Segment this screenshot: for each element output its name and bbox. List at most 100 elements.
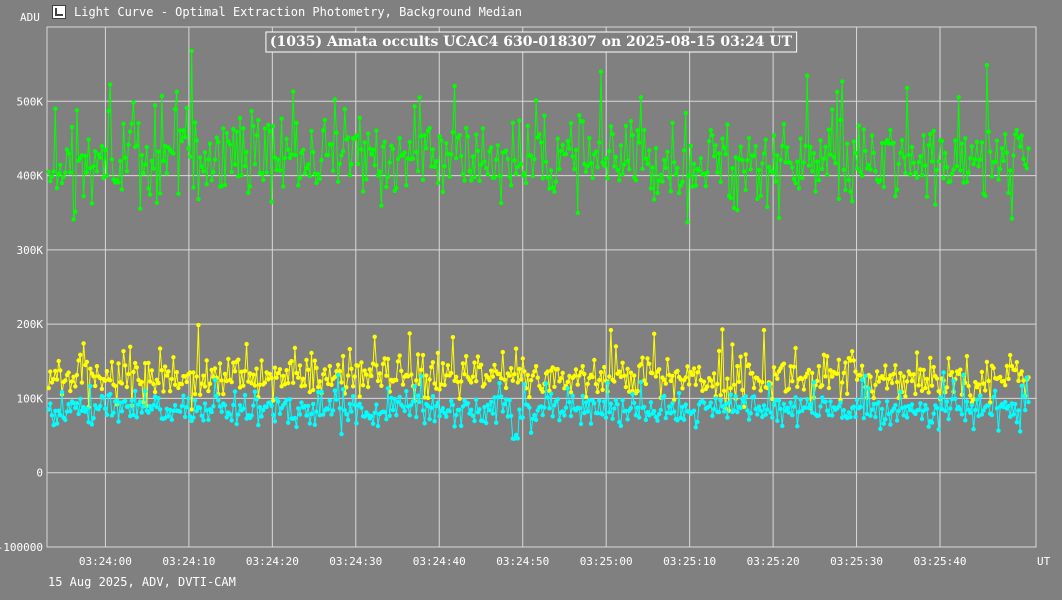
data-point [219,184,224,189]
data-point [647,361,652,366]
data-point [518,377,524,382]
data-point [237,115,243,121]
data-point [718,398,723,403]
data-point [645,161,650,166]
data-point [56,358,61,364]
data-point [469,407,474,412]
y-tick-label: 100K [17,392,44,405]
data-point [266,122,271,128]
data-point [420,177,426,182]
data-point [69,124,75,130]
data-point [741,404,747,409]
data-point [350,384,356,389]
data-point [306,367,311,372]
data-point [528,378,534,383]
data-point [781,401,787,407]
data-point [766,382,772,387]
data-point [211,404,216,409]
data-point [964,399,970,404]
data-point [252,161,258,167]
data-point [725,376,730,381]
data-point [944,165,950,170]
data-point [402,150,407,155]
data-point [840,380,845,385]
data-point [252,383,258,388]
data-point [681,417,687,422]
data-point [236,174,241,179]
data-point [89,201,95,206]
data-point [597,398,602,403]
data-point [1014,420,1019,425]
data-point [810,169,815,174]
data-point [753,406,758,412]
data-point [462,398,467,403]
data-point [1019,383,1024,388]
data-point [282,155,288,161]
data-point [663,415,668,421]
data-point [335,179,341,184]
data-point [873,382,878,388]
data-point [553,179,559,184]
data-point [201,373,206,378]
data-point [498,200,504,206]
data-point [48,369,53,374]
data-point [525,123,530,129]
data-point [840,79,845,84]
data-point [736,157,742,162]
data-point [1008,414,1013,419]
data-point [667,372,672,378]
data-point [776,215,782,221]
data-point [63,170,68,175]
data-point [301,376,306,381]
data-point [557,418,562,423]
data-point [843,187,848,192]
data-point [98,375,103,381]
data-point [929,383,935,388]
data-point [691,161,697,167]
data-point [963,418,968,423]
data-point [172,107,178,112]
data-point [851,139,856,144]
data-point [143,388,148,394]
data-point [109,157,115,162]
data-point [998,374,1003,380]
data-point [123,155,128,160]
data-point [397,353,402,358]
data-point [810,370,815,376]
data-point [921,408,926,413]
data-point [192,391,198,397]
data-point [196,196,201,202]
data-point [888,373,893,378]
chart-icon[interactable] [52,5,66,19]
data-point [81,341,86,346]
data-point [805,396,810,402]
data-point [800,175,805,181]
data-point [944,385,950,390]
data-point [414,378,419,383]
data-point [329,382,334,387]
data-point [939,138,945,143]
data-point [959,392,965,397]
data-point [118,158,123,164]
data-point [141,404,146,409]
data-point [854,377,860,382]
data-point [118,400,123,405]
data-point [961,372,966,377]
data-point [542,113,547,118]
data-point [597,377,602,383]
chart-title-box [265,31,798,53]
data-point [693,382,698,387]
data-point [899,137,905,143]
data-point [434,159,439,164]
window-title: Light Curve - Optimal Extraction Photome… [74,5,522,19]
data-point [838,117,843,123]
data-point [726,400,732,405]
data-point [311,401,316,407]
data-point [540,412,545,418]
data-point [502,401,507,407]
data-point [400,382,406,387]
data-point [123,398,128,404]
data-point [400,404,406,409]
data-point [262,380,268,385]
